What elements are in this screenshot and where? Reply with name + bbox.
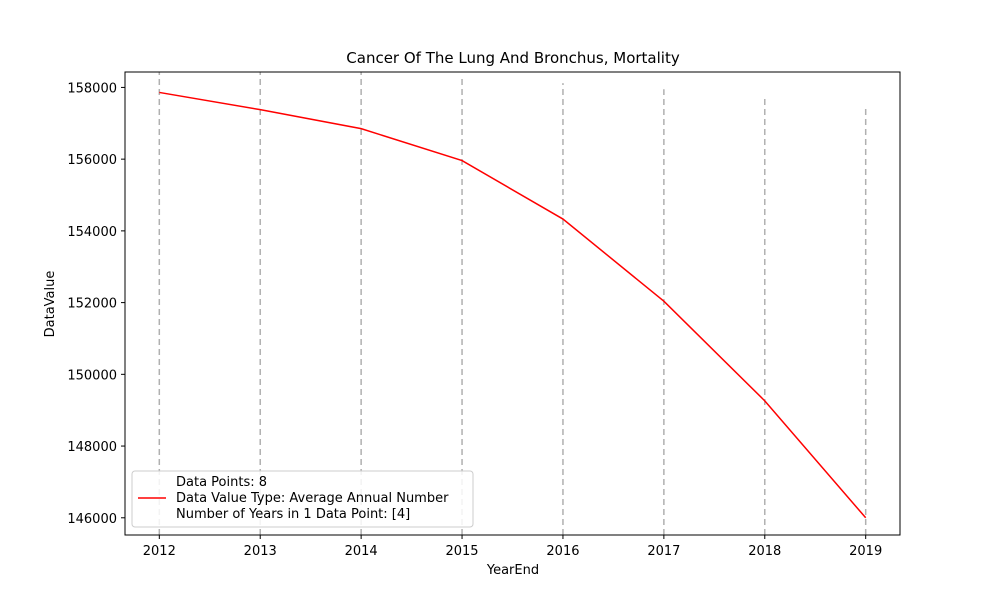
y-tick-label: 156000 <box>67 153 117 168</box>
y-tick-label: 152000 <box>67 297 117 312</box>
x-tick-label: 2019 <box>849 544 882 559</box>
legend-text-line: Data Points: 8 <box>176 475 267 490</box>
y-tick-label: 146000 <box>67 512 117 527</box>
x-tick-label: 2018 <box>748 544 781 559</box>
x-tick-label: 2016 <box>546 544 579 559</box>
y-tick-label: 158000 <box>67 81 117 96</box>
plot-frame <box>124 71 901 536</box>
x-tick-label: 2017 <box>647 544 680 559</box>
x-tick-label: 2013 <box>244 544 277 559</box>
x-tick-label: 2012 <box>143 544 176 559</box>
x-axis-label: YearEnd <box>486 563 539 578</box>
x-tick-label: 2015 <box>445 544 478 559</box>
chart-title: Cancer Of The Lung And Bronchus, Mortali… <box>346 49 680 67</box>
x-axis-ticks: 2012 2013 2014 2015 2016 2017 2018 2019 <box>143 535 882 559</box>
series-lines <box>159 91 867 519</box>
vertical-reference-lines <box>158 72 867 535</box>
y-tick-label: 150000 <box>67 368 117 383</box>
y-tick-label: 148000 <box>67 440 117 455</box>
y-axis-ticks: 146000 148000 150000 152000 154000 156000 1580… <box>67 81 125 527</box>
series-line-0 <box>159 91 867 519</box>
x-tick-label: 2014 <box>345 544 378 559</box>
y-tick-label: 154000 <box>67 225 117 240</box>
legend-text-line: Number of Years in 1 Data Point: [4] <box>176 507 410 522</box>
legend-box <box>131 470 474 528</box>
y-axis-label: DataValue <box>43 271 58 338</box>
legend-text-line: Data Value Type: Average Annual Number <box>176 491 449 506</box>
